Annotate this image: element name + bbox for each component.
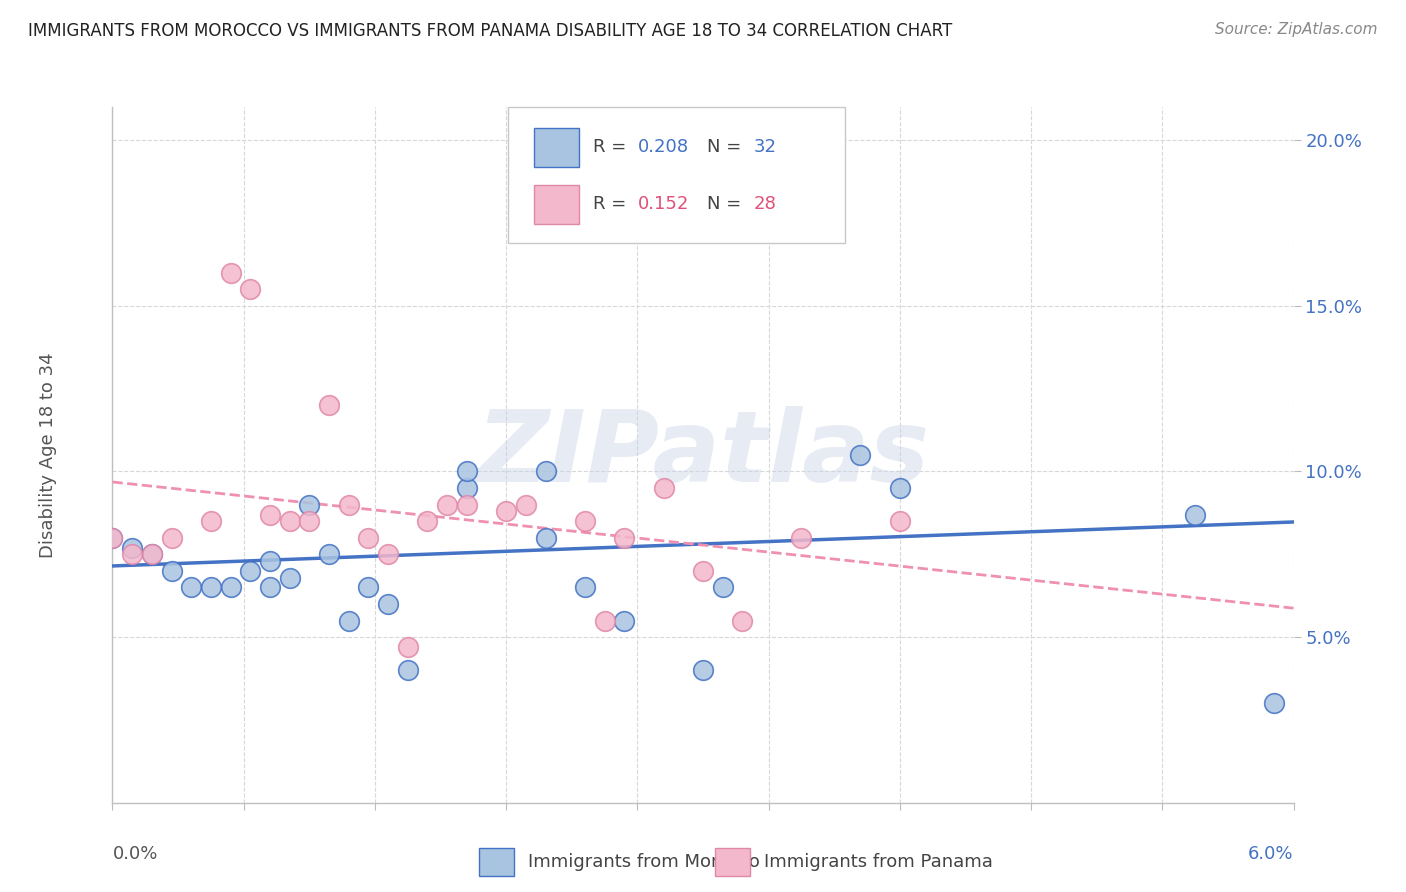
Text: N =: N =: [707, 195, 747, 213]
FancyBboxPatch shape: [534, 128, 579, 167]
Point: [219, 266, 242, 280]
Point: [160, 531, 183, 545]
Text: R =: R =: [593, 138, 633, 156]
Point: [515, 498, 537, 512]
Point: [534, 531, 557, 545]
Text: 0.208: 0.208: [638, 138, 689, 156]
Point: [377, 547, 399, 561]
Point: [456, 498, 478, 512]
Point: [574, 514, 596, 528]
Point: [613, 531, 636, 545]
Text: Immigrants from Panama: Immigrants from Panama: [765, 853, 993, 871]
Point: [1184, 508, 1206, 522]
Text: Source: ZipAtlas.com: Source: ZipAtlas.com: [1215, 22, 1378, 37]
Text: 0.0%: 0.0%: [112, 845, 157, 863]
Point: [711, 581, 734, 595]
Point: [278, 514, 301, 528]
Point: [495, 504, 517, 518]
Point: [141, 547, 163, 561]
Point: [318, 547, 340, 561]
Point: [889, 514, 911, 528]
Point: [121, 541, 143, 555]
Text: Immigrants from Morocco: Immigrants from Morocco: [529, 853, 761, 871]
Point: [790, 531, 813, 545]
Text: 32: 32: [754, 138, 776, 156]
Point: [101, 531, 124, 545]
Point: [396, 663, 419, 677]
Point: [534, 465, 557, 479]
Point: [337, 498, 360, 512]
Point: [889, 481, 911, 495]
Point: [751, 166, 773, 180]
Text: 6.0%: 6.0%: [1249, 845, 1294, 863]
Point: [849, 448, 872, 462]
Point: [101, 531, 124, 545]
Point: [613, 614, 636, 628]
Point: [396, 640, 419, 654]
Point: [731, 614, 754, 628]
FancyBboxPatch shape: [508, 107, 845, 243]
Point: [239, 282, 262, 296]
Point: [692, 564, 714, 578]
Point: [121, 547, 143, 561]
Point: [278, 570, 301, 584]
Point: [436, 498, 458, 512]
FancyBboxPatch shape: [478, 848, 515, 876]
Point: [1263, 697, 1285, 711]
FancyBboxPatch shape: [714, 848, 751, 876]
Point: [160, 564, 183, 578]
Point: [574, 581, 596, 595]
Point: [200, 581, 222, 595]
Point: [337, 614, 360, 628]
Point: [456, 481, 478, 495]
Text: IMMIGRANTS FROM MOROCCO VS IMMIGRANTS FROM PANAMA DISABILITY AGE 18 TO 34 CORREL: IMMIGRANTS FROM MOROCCO VS IMMIGRANTS FR…: [28, 22, 952, 40]
Point: [357, 581, 380, 595]
Point: [239, 564, 262, 578]
Point: [141, 547, 163, 561]
Text: ZIPatlas: ZIPatlas: [477, 407, 929, 503]
Point: [200, 514, 222, 528]
Text: 28: 28: [754, 195, 776, 213]
Point: [298, 498, 321, 512]
Text: 0.152: 0.152: [638, 195, 689, 213]
Point: [416, 514, 439, 528]
FancyBboxPatch shape: [534, 186, 579, 224]
Point: [357, 531, 380, 545]
Point: [692, 663, 714, 677]
Point: [298, 514, 321, 528]
Point: [180, 581, 202, 595]
Point: [652, 481, 675, 495]
Point: [219, 581, 242, 595]
Point: [259, 554, 281, 568]
Text: N =: N =: [707, 138, 747, 156]
Point: [377, 597, 399, 611]
Point: [259, 508, 281, 522]
Text: R =: R =: [593, 195, 633, 213]
Point: [456, 465, 478, 479]
Point: [593, 614, 616, 628]
Point: [318, 398, 340, 412]
Point: [259, 581, 281, 595]
Text: Disability Age 18 to 34: Disability Age 18 to 34: [38, 352, 56, 558]
